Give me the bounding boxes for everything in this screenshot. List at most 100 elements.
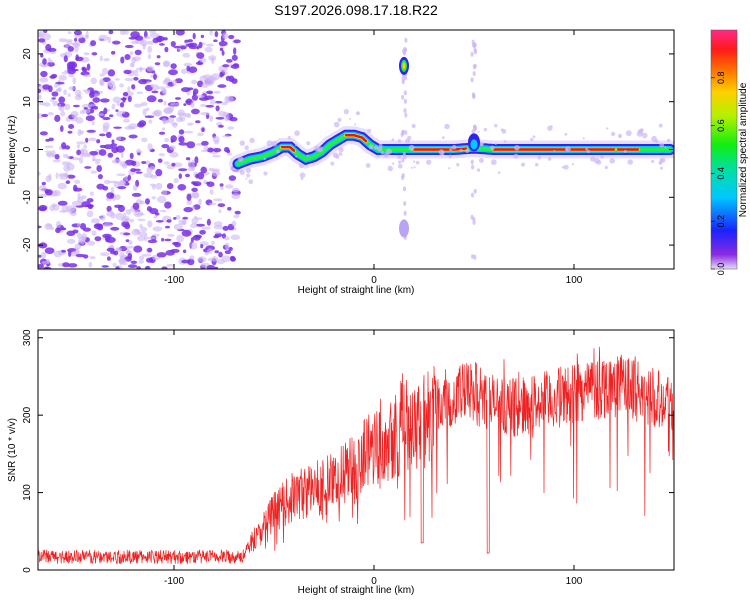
ridge-speckle (239, 170, 245, 175)
noise-speckle (79, 152, 90, 158)
ridge-speckle (298, 163, 304, 169)
noise-speckle (99, 73, 105, 77)
figure-title: S197.2026.098.17.18.R22 (274, 2, 438, 18)
noise-speckle (161, 189, 168, 196)
ridge-speckle (263, 171, 268, 176)
noise-speckle (163, 61, 170, 67)
ridge-speckle (295, 155, 298, 158)
noise-speckle (52, 204, 60, 211)
noise-speckle (212, 148, 222, 153)
noise-speckle (215, 100, 223, 104)
noise-speckle (45, 43, 52, 52)
noise-speckle (166, 264, 176, 267)
noise-speckle (164, 238, 172, 242)
noise-speckle (186, 199, 193, 206)
noise-speckle (144, 265, 151, 269)
ridge-speckle (374, 145, 379, 150)
noise-speckle (39, 77, 49, 83)
ridge-speckle (245, 167, 252, 174)
x-tick-label: 100 (566, 275, 583, 286)
ridge-speckle (349, 117, 352, 120)
noise-speckle (163, 100, 167, 106)
noise-speckle (38, 171, 41, 176)
noise-speckle (147, 45, 153, 54)
noise-speckle (143, 30, 148, 38)
noise-speckle (114, 78, 120, 81)
noise-speckle (152, 226, 163, 232)
noise-speckle (231, 220, 237, 227)
noise-speckle (102, 186, 109, 191)
ridge-core-hot (412, 147, 468, 151)
ridge-speckle (356, 111, 360, 116)
ridge-speckle (398, 160, 402, 164)
noise-speckle (55, 81, 65, 85)
noise-speckle (78, 37, 86, 44)
noise-speckle (191, 160, 195, 165)
noise-speckle (169, 145, 176, 151)
noise-speckle (233, 39, 241, 44)
noise-speckle (48, 173, 52, 180)
ridge-speckle (299, 172, 306, 178)
noise-speckle (230, 234, 240, 240)
noise-speckle (136, 266, 141, 269)
noise-speckle (158, 131, 166, 135)
noise-speckle (170, 63, 177, 69)
noise-speckle (218, 251, 223, 258)
noise-speckle (203, 180, 207, 185)
noise-speckle (56, 88, 61, 92)
noise-speckle (84, 89, 91, 95)
streak-dot (470, 77, 474, 83)
noise-speckle (170, 135, 177, 143)
noise-speckle (135, 212, 145, 216)
noise-speckle (191, 187, 198, 192)
streak-dot (401, 79, 405, 85)
noise-speckle (212, 154, 221, 158)
noise-speckle (91, 52, 98, 56)
noise-speckle (184, 130, 194, 134)
noise-speckle (228, 34, 235, 40)
noise-speckle (162, 118, 167, 123)
noise-speckle (89, 91, 95, 99)
noise-speckle (136, 150, 143, 154)
noise-speckle (195, 223, 205, 227)
noise-speckle (105, 131, 112, 139)
noise-speckle (232, 63, 240, 67)
noise-speckle (43, 102, 51, 107)
noise-speckle (38, 88, 42, 94)
noise-speckle (135, 171, 143, 174)
noise-speckle (141, 137, 148, 143)
noise-speckle (98, 34, 109, 42)
noise-speckle (106, 80, 116, 87)
noise-speckle (215, 116, 225, 120)
noise-speckle (99, 214, 106, 221)
noise-speckle (115, 266, 120, 269)
noise-speckle (123, 232, 131, 236)
noise-speckle (77, 239, 83, 244)
noise-speckle (163, 161, 170, 165)
noise-speckle (229, 255, 236, 261)
noise-speckle (183, 206, 193, 213)
streak-dot (403, 210, 407, 216)
noise-speckle (61, 249, 66, 253)
ridge-speckle (625, 130, 632, 137)
noise-speckle (115, 109, 119, 112)
noise-speckle (120, 152, 124, 158)
noise-speckle (219, 47, 224, 52)
noise-speckle (95, 160, 100, 165)
noise-speckle (38, 206, 47, 212)
noise-speckle (74, 37, 78, 42)
ridge-speckle (589, 156, 596, 162)
noise-speckle (188, 42, 198, 48)
noise-speckle (197, 94, 205, 99)
streak-dot (401, 94, 405, 100)
noise-speckle (44, 247, 55, 254)
noise-speckle (191, 108, 200, 115)
noise-speckle (134, 35, 144, 41)
noise-speckle (146, 236, 157, 240)
noise-speckle (120, 56, 125, 64)
ridge-speckle (585, 147, 588, 151)
ridge-speckle (483, 127, 488, 132)
noise-speckle (75, 117, 84, 124)
noise-speckle (41, 113, 49, 118)
noise-speckle (214, 30, 219, 38)
